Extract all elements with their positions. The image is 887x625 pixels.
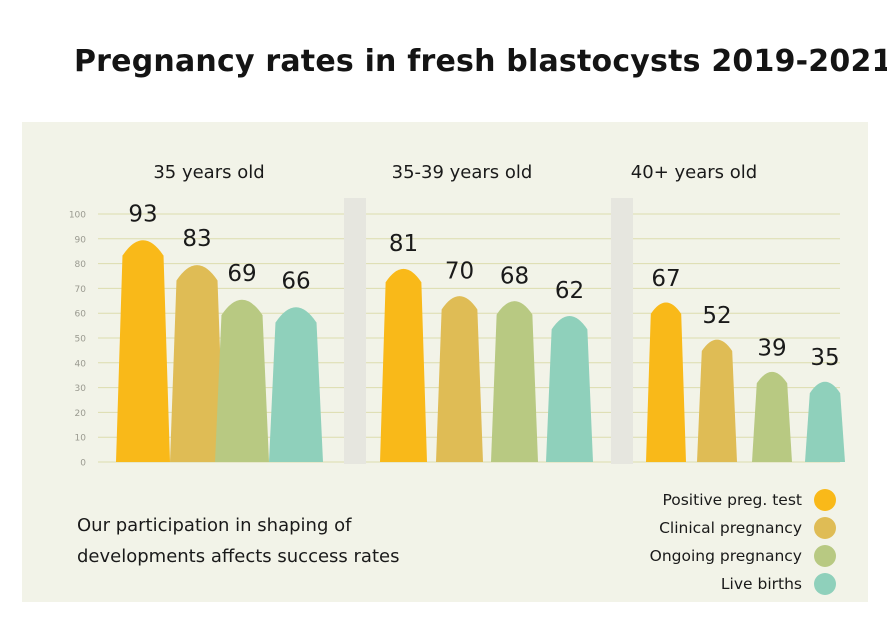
- legend-label-clinical: Clinical pregnancy: [659, 519, 802, 537]
- group-label: 35-39 years old: [392, 162, 533, 183]
- data-label: 83: [182, 226, 211, 252]
- bar-clinical: [436, 296, 483, 462]
- legend-item-live: Live births: [650, 570, 836, 598]
- y-tick-label: 0: [80, 459, 86, 469]
- y-tick-label: 50: [75, 335, 87, 345]
- data-label: 81: [389, 231, 418, 257]
- chart-title: Pregnancy rates in fresh blastocysts 201…: [74, 44, 887, 79]
- group-separator: [611, 198, 633, 464]
- bar-live: [269, 307, 323, 462]
- legend-label-ongoing: Ongoing pregnancy: [649, 547, 802, 565]
- data-label: 66: [281, 268, 310, 294]
- bar-ongoing: [215, 299, 269, 462]
- y-tick-label: 90: [75, 235, 87, 245]
- group-separator: [344, 198, 366, 464]
- legend-item-clinical: Clinical pregnancy: [650, 514, 836, 542]
- y-tick-label: 100: [69, 211, 86, 221]
- bar-clinical: [170, 265, 224, 462]
- data-label: 39: [757, 335, 786, 361]
- legend-label-live: Live births: [720, 575, 802, 593]
- data-label: 69: [227, 261, 256, 287]
- data-label: 70: [445, 258, 474, 284]
- legend-swatch-ongoing: [814, 545, 836, 567]
- data-label: 52: [702, 303, 731, 329]
- y-tick-label: 70: [75, 285, 87, 295]
- data-label: 62: [555, 278, 584, 304]
- y-tick-label: 60: [75, 310, 87, 320]
- y-tick-label: 30: [75, 384, 87, 394]
- data-label: 93: [128, 201, 157, 227]
- y-tick-label: 80: [75, 260, 87, 270]
- y-tick-label: 40: [75, 359, 87, 369]
- bar-ongoing: [491, 301, 538, 462]
- subtitle-line-1: Our participation in shaping of: [77, 515, 352, 536]
- subtitle: Our participation in shaping of developm…: [77, 510, 399, 572]
- bar-positive: [380, 268, 427, 462]
- legend-swatch-clinical: [814, 517, 836, 539]
- group-label: 35 years old: [153, 162, 264, 183]
- bar-ongoing: [752, 371, 792, 462]
- bar-positive: [646, 302, 686, 462]
- legend-swatch-live: [814, 573, 836, 595]
- bar-clinical: [697, 339, 737, 462]
- y-tick-label: 10: [75, 434, 87, 444]
- bar-live: [546, 315, 593, 462]
- bar-positive: [116, 240, 170, 462]
- legend-label-positive: Positive preg. test: [662, 491, 802, 509]
- data-label: 68: [500, 263, 529, 289]
- legend-item-ongoing: Ongoing pregnancy: [650, 542, 836, 570]
- bar-live: [805, 381, 845, 462]
- y-tick-label: 20: [75, 409, 87, 419]
- subtitle-line-2: developments affects success rates: [77, 546, 400, 567]
- data-label: 35: [810, 345, 839, 371]
- group-label: 40+ years old: [631, 162, 757, 183]
- data-label: 67: [651, 266, 680, 292]
- legend-swatch-positive: [814, 489, 836, 511]
- legend-item-positive: Positive preg. test: [650, 486, 836, 514]
- legend: Positive preg. test Clinical pregnancy O…: [650, 486, 836, 598]
